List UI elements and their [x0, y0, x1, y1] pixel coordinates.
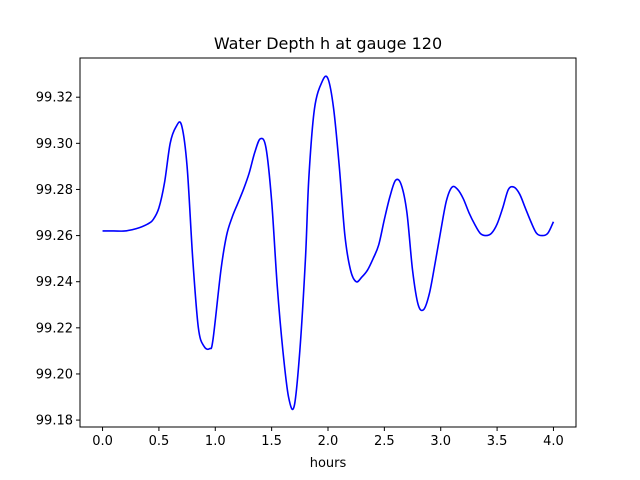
plot-area: 0.0 0.5 1.0 1.5 2.0 2.5 3.0 3.5 4.0 99.18 99.20 99.… — [36, 57, 577, 449]
x-tick-label: 0.5 — [149, 434, 170, 449]
x-axis-label: hours — [310, 456, 347, 471]
x-tick-label: 0.0 — [92, 434, 113, 449]
y-tick-label: 99.28 — [36, 183, 73, 198]
x-tick-label: 1.5 — [261, 434, 282, 449]
x-tick-label: 2.5 — [374, 434, 395, 449]
y-tick-label: 99.22 — [36, 321, 73, 336]
chart-title: Water Depth h at gauge 120 — [214, 34, 442, 53]
y-tick-label: 99.32 — [36, 91, 73, 106]
y-tick-label: 99.20 — [36, 367, 73, 382]
y-tick-label: 99.18 — [36, 414, 73, 429]
y-tick-label: 99.24 — [36, 275, 73, 290]
x-tick-label: 2.0 — [318, 434, 339, 449]
series-line — [102, 75, 555, 411]
plot-frame — [79, 57, 577, 428]
x-tick-label: 3.0 — [430, 434, 451, 449]
x-tick-label: 3.5 — [487, 434, 508, 449]
x-tick-label: 4.0 — [543, 434, 564, 449]
x-tick-label: 1.0 — [205, 434, 226, 449]
y-tick-label: 99.30 — [36, 137, 73, 152]
y-tick-label: 99.26 — [36, 229, 73, 244]
